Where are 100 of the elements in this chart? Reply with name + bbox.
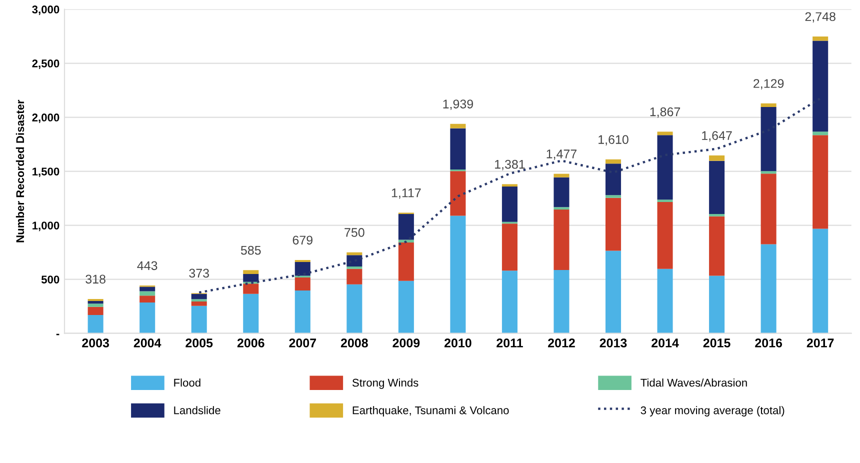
bar [502,270,518,334]
x-tick-label: 2007 [289,338,316,348]
bar [605,198,622,251]
bar [605,159,622,164]
total-label: 373 [189,268,209,278]
x-tick-label: 2015 [703,338,730,348]
bar [346,255,362,266]
x-tick-label: 2013 [600,338,627,348]
bar [88,306,104,315]
bar [760,174,776,244]
bar [812,228,828,334]
bar [812,132,828,136]
total-label: 2,129 [754,79,784,90]
x-tick-label: 2014 [652,338,679,348]
y-tick-label: 1,500 [32,168,60,178]
bar [346,284,362,334]
total-label: 2,748 [805,12,836,23]
bar [605,195,622,198]
bar [709,276,725,334]
bar [812,135,828,229]
y-tick-label: 1,000 [32,222,60,232]
x-tick-label: 2017 [806,338,834,348]
x-tick-label: 2008 [340,338,368,348]
bar [760,107,776,172]
bar [140,291,156,296]
bar [657,268,673,334]
total-label: 1,647 [702,131,732,142]
bar [140,286,156,292]
total-label: 1,610 [598,135,628,146]
bar [657,202,673,269]
y-axis-title: Number Recorded Disaster [16,100,24,242]
total-label: 679 [292,236,312,245]
bar [554,207,570,210]
bar [398,242,414,281]
x-tick-label: 2003 [82,338,110,348]
bar [812,40,828,132]
bar [294,278,310,290]
legend-label: Earthquake, Tsunami & Volcano [352,406,509,416]
total-label: 318 [86,274,106,284]
y-tick-label: 3,000 [32,6,60,16]
bar [709,160,725,214]
bar [88,300,104,304]
bar [709,214,725,216]
bar [760,171,776,174]
bar [450,216,466,334]
bar [140,302,156,334]
total-label: 443 [137,261,158,270]
bar [243,274,259,282]
bar [605,164,622,196]
bar [554,177,570,208]
bar [243,294,259,334]
legend-label: Strong Winds [352,378,418,389]
bar [243,284,259,294]
bar [88,314,104,334]
bar [346,268,362,284]
y-tick-label: 2,500 [32,60,60,70]
legend-label: Landslide [174,406,220,414]
x-tick-label: 2005 [186,338,213,348]
bar [450,171,466,216]
x-tick-label: 2006 [237,338,264,348]
bar [554,174,570,178]
bar [760,244,776,334]
bar [88,304,104,307]
total-label: 585 [240,246,261,255]
bar [294,290,310,334]
total-label: 1,381 [495,160,525,170]
bar [191,306,207,334]
bar [502,186,518,222]
bar [191,294,207,300]
bar [709,216,725,276]
x-tick-label: 2010 [444,338,472,348]
bar [605,250,622,334]
bar [657,132,673,136]
x-tick-label: 2012 [548,338,575,348]
bar [502,184,518,187]
bar [398,214,414,240]
bar [398,240,414,243]
legend-label: Flood [174,378,200,387]
bar [812,36,828,41]
y-tick-label: 500 [41,276,60,284]
total-label: 1,477 [546,150,577,160]
bar [346,266,362,269]
bar [243,270,259,274]
bar [554,270,570,334]
bar [294,262,310,276]
bar [554,210,570,270]
bar [760,103,776,108]
x-tick-label: 2004 [134,338,162,348]
bar [502,224,518,271]
bar [450,124,466,128]
y-tick-label: 2,000 [32,114,60,124]
bar [140,296,156,302]
x-tick-label: 2016 [755,338,782,348]
bar [657,135,673,200]
x-tick-label: 2011 [496,338,523,348]
bar [450,128,466,170]
total-label: 1,939 [443,100,473,110]
y-tick-label: - [56,334,60,336]
total-label: 1,867 [650,107,680,118]
total-label: 750 [344,228,364,237]
